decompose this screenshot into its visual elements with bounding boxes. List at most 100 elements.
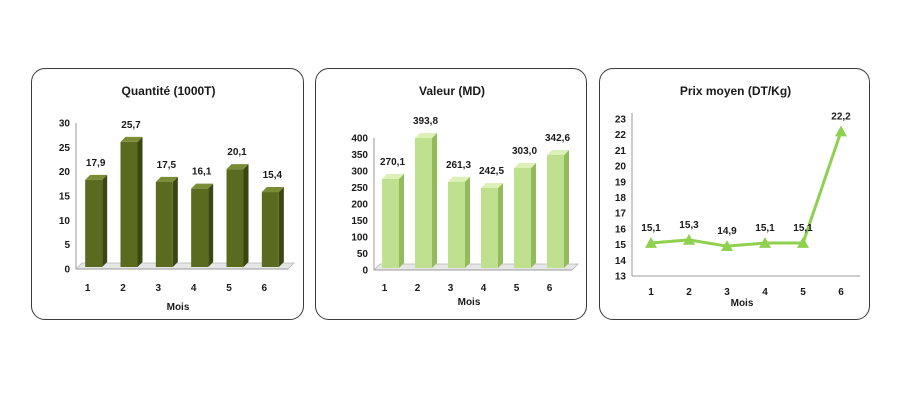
quantite-bar-chart: Quantité (1000T) 0 5 10 15 20 25 30 17,9 1 25,7 2 17… bbox=[59, 84, 295, 313]
x-axis-title: Mois bbox=[731, 298, 754, 309]
x-axis-title: Mois bbox=[458, 297, 481, 308]
bar-side-1 bbox=[102, 174, 108, 267]
bar-top-1 bbox=[85, 174, 108, 180]
bar-top-4 bbox=[481, 182, 503, 188]
bar-1 bbox=[85, 179, 103, 267]
bar-6 bbox=[547, 154, 564, 268]
bar-side-3 bbox=[172, 176, 178, 267]
y-tick-label: 200 bbox=[351, 200, 368, 211]
bar-top-5 bbox=[226, 164, 249, 170]
bar-side-2 bbox=[137, 136, 143, 267]
bar-top-2 bbox=[120, 136, 143, 142]
y-tick-label: 25 bbox=[59, 143, 71, 154]
x-axis-title: Mois bbox=[167, 302, 190, 313]
y-tick-label: 19 bbox=[615, 177, 627, 188]
valeur-bar-chart: Valeur (MD) 0 50 100 150 200 250 300 350 400 270,1… bbox=[351, 84, 579, 308]
y-tick-label: 14 bbox=[615, 256, 627, 267]
y-tick-label: 5 bbox=[64, 240, 70, 251]
x-tick-label: 5 bbox=[226, 283, 232, 294]
bar-side-5 bbox=[531, 163, 536, 268]
bar-side-6 bbox=[278, 187, 284, 267]
data-label: 16,1 bbox=[192, 167, 212, 178]
x-tick-label: 1 bbox=[648, 287, 654, 298]
data-label: 261,3 bbox=[446, 160, 471, 171]
chart-panel-valeur: Valeur (MD) 0 50 100 150 200 250 300 350 400 270,1… bbox=[315, 68, 587, 320]
bar-5 bbox=[226, 169, 244, 267]
bar-side-3 bbox=[465, 176, 470, 268]
bar-4 bbox=[481, 187, 498, 268]
y-tick-label: 100 bbox=[351, 233, 368, 244]
y-tick-label: 20 bbox=[615, 162, 627, 173]
x-tick-label: 2 bbox=[415, 283, 421, 294]
x-tick-label: 2 bbox=[686, 287, 692, 298]
y-tick-label: 21 bbox=[615, 146, 627, 157]
y-tick-label: 18 bbox=[615, 193, 627, 204]
bar-top-4 bbox=[191, 183, 214, 189]
data-label: 15,3 bbox=[679, 220, 699, 231]
bar-side-4 bbox=[208, 183, 214, 267]
data-point-3 bbox=[721, 240, 733, 251]
y-tick-label: 250 bbox=[351, 183, 368, 194]
y-tick-label: 15 bbox=[615, 240, 627, 251]
x-tick-label: 5 bbox=[800, 287, 806, 298]
data-point-6 bbox=[835, 125, 847, 137]
y-tick-label: 13 bbox=[615, 272, 627, 283]
bar-top-6 bbox=[261, 187, 284, 193]
y-tick-label: 15 bbox=[59, 192, 71, 203]
y-tick-label: 23 bbox=[615, 115, 627, 126]
prix-moyen-line-chart: Prix moyen (DT/Kg)1314151617181920212223… bbox=[615, 84, 860, 309]
data-point-1 bbox=[645, 237, 657, 248]
x-tick-label: 6 bbox=[838, 287, 844, 298]
data-label: 25,7 bbox=[121, 120, 141, 131]
chart-title: Quantité (1000T) bbox=[121, 84, 215, 98]
data-label: 14,9 bbox=[717, 226, 737, 237]
data-label: 242,5 bbox=[479, 166, 504, 177]
data-label: 15,1 bbox=[641, 223, 661, 234]
y-tick-label: 20 bbox=[59, 167, 71, 178]
y-tick-label: 150 bbox=[351, 216, 368, 227]
chart-title: Prix moyen (DT/Kg) bbox=[680, 84, 791, 98]
data-label: 303,0 bbox=[512, 146, 537, 157]
x-tick-label: 6 bbox=[262, 283, 268, 294]
x-tick-label: 3 bbox=[156, 283, 162, 294]
chart-panel-prix-moyen: Prix moyen (DT/Kg) 13 14 15 16 17 18 19 20 21 22 23… bbox=[599, 68, 870, 320]
bar-2 bbox=[120, 141, 138, 267]
bar-top-3 bbox=[448, 176, 470, 182]
bar-3 bbox=[155, 181, 173, 267]
data-label: 15,4 bbox=[263, 170, 283, 181]
chart-floor bbox=[75, 262, 295, 270]
data-label: 342,6 bbox=[545, 133, 570, 144]
bar-5 bbox=[514, 168, 531, 268]
bar-top-1 bbox=[382, 173, 404, 179]
bar-side-5 bbox=[243, 164, 249, 267]
bar-2 bbox=[415, 138, 432, 268]
y-tick-label: 0 bbox=[64, 265, 70, 276]
data-label: 17,5 bbox=[157, 160, 177, 171]
data-label: 15,1 bbox=[755, 223, 775, 234]
bar-top-2 bbox=[415, 133, 437, 139]
bar-3 bbox=[448, 181, 465, 268]
y-tick-label: 22 bbox=[615, 130, 627, 141]
bar-4 bbox=[191, 188, 209, 267]
x-tick-label: 3 bbox=[448, 283, 454, 294]
data-label: 22,2 bbox=[831, 112, 851, 123]
bar-side-1 bbox=[399, 173, 404, 268]
y-tick-label: 50 bbox=[357, 249, 369, 260]
bar-top-5 bbox=[514, 163, 536, 169]
x-tick-label: 2 bbox=[120, 283, 126, 294]
bar-top-3 bbox=[155, 176, 178, 182]
data-point-4 bbox=[759, 237, 771, 248]
bar-side-2 bbox=[432, 133, 437, 268]
data-point-2 bbox=[683, 233, 695, 245]
y-tick-label: 300 bbox=[351, 167, 368, 178]
y-tick-label: 0 bbox=[362, 266, 368, 277]
series-line bbox=[650, 131, 843, 248]
bar-side-4 bbox=[498, 182, 503, 268]
x-tick-label: 4 bbox=[191, 283, 197, 294]
bar-1 bbox=[382, 178, 399, 268]
bar-top-6 bbox=[547, 149, 569, 155]
x-tick-label: 1 bbox=[382, 283, 388, 294]
x-tick-label: 6 bbox=[547, 283, 553, 294]
y-tick-label: 10 bbox=[59, 216, 71, 227]
x-tick-label: 3 bbox=[724, 287, 730, 298]
